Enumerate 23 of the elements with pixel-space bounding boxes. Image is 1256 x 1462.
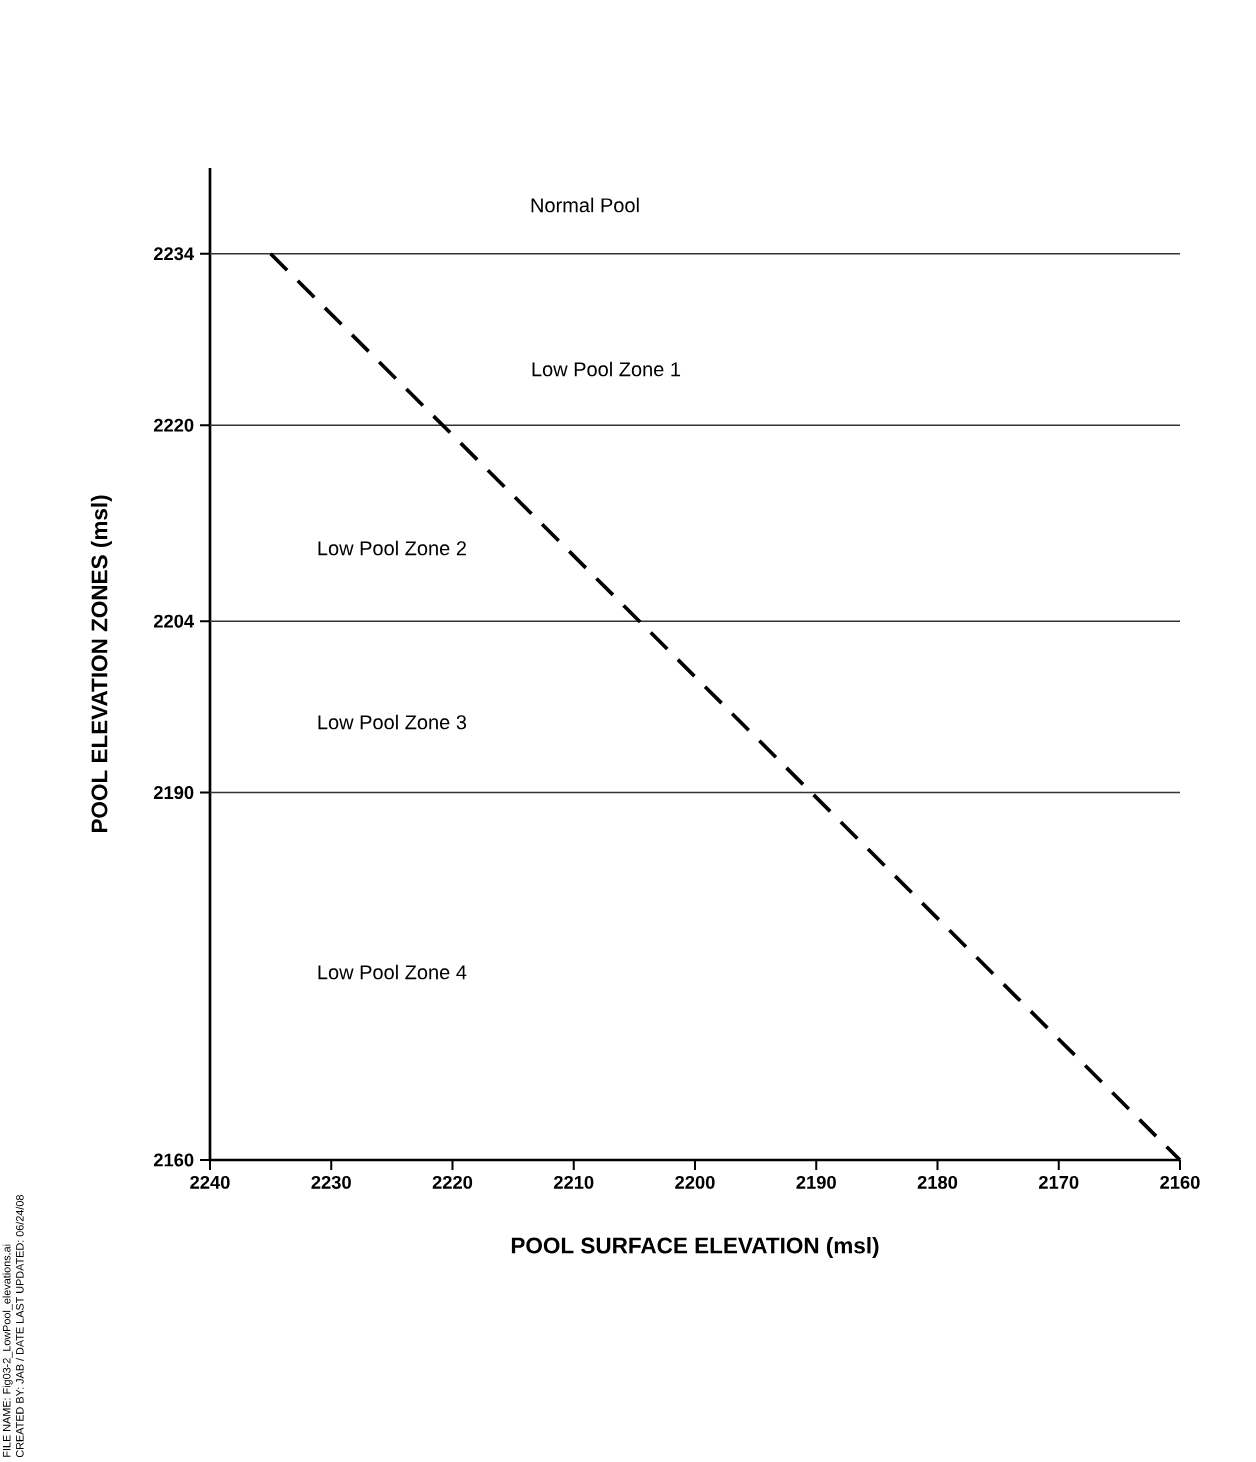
text: CREATED BY: JAB / DATE LAST UPDATED: 06/24/08 [15,1195,24,1458]
x-tick-label: 2190 [796,1175,836,1189]
x-tick-label: 2240 [190,1175,230,1189]
annotation: Low Pool Zone 2 [318,540,466,556]
annotation: Normal Pool [531,197,639,213]
y-tick-label: 2204 [153,614,194,628]
annotation: Low Pool Zone 1 [532,361,681,377]
text: FILE NAME: Fig03-2_LowPool_elevations.ai [2,1244,13,1457]
annotation: Low Pool Zone 4 [318,964,467,980]
x-axis-title: POOL SURFACE ELEVATION (msl) [511,1236,879,1258]
x-tick-label: 2170 [1038,1175,1079,1189]
x-tick-label: 2180 [917,1175,958,1189]
annotation: Low Pool Zone 3 [318,714,467,730]
x-tick-label: 2220 [432,1175,473,1189]
x-tick-label: 2230 [311,1175,351,1189]
y-tick-label: 2160 [153,1153,194,1167]
y-tick-label: 2234 [153,247,194,261]
y-tick-label: 2220 [153,418,194,432]
y-tick-label: 2190 [153,786,194,800]
x-tick-label: 2210 [553,1175,594,1189]
x-tick-label: 2160 [1160,1175,1200,1189]
x-tick-label: 2200 [675,1175,715,1189]
y-axis-title: POOL ELEVATION ZONES (msl) [90,495,112,833]
